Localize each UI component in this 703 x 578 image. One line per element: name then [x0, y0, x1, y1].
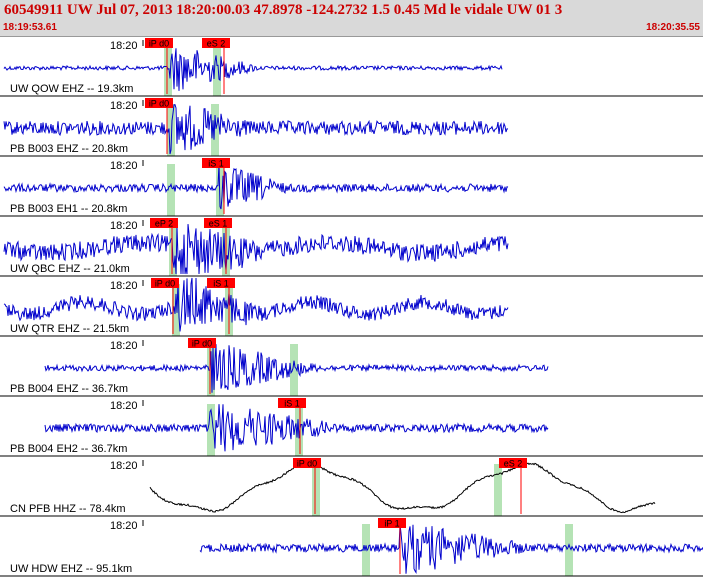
pick-window [207, 404, 215, 456]
window-start-time: 18:19:53.61 [3, 22, 57, 33]
pick-label: eS 2 [504, 459, 523, 469]
pick-label: iS 1 [284, 399, 300, 409]
window-end-time: 18:20:35.55 [646, 22, 700, 33]
trace-time-label: 18:20 [110, 400, 138, 412]
pick-label: iP d0 [192, 339, 212, 349]
pick-window [167, 164, 175, 216]
pick-window [494, 464, 502, 516]
trace-row[interactable]: iS 1 18:20 PB B004 EH2 -- 36.7km [0, 398, 703, 457]
pick-label: eS 1 [209, 219, 228, 229]
station-label: PB B004 EH2 -- 36.7km [10, 443, 127, 455]
pick-window [312, 464, 320, 516]
pick-label-box[interactable] [378, 518, 406, 528]
pick-label-box[interactable] [204, 218, 232, 228]
station-label: UW QBC EHZ -- 21.0km [10, 263, 130, 275]
pick-label: iP d0 [155, 279, 175, 289]
trace-time-label: 18:20 [110, 160, 138, 172]
pick-window [213, 44, 221, 96]
pick-label: iP 1 [384, 519, 399, 529]
pick-label: iS 1 [213, 279, 229, 289]
pick-label-box[interactable] [499, 458, 527, 468]
waveform [3, 224, 509, 275]
station-label: UW QTR EHZ -- 21.5km [10, 323, 129, 335]
trace-time-label: 18:20 [110, 220, 138, 232]
pick-label-box[interactable] [293, 458, 321, 468]
waveform [44, 404, 549, 452]
trace-row[interactable]: iP d0 eS 2 18:20 UW QOW EHZ -- 19.3km [0, 38, 703, 97]
pick-label-box[interactable] [278, 398, 306, 408]
trace-panel[interactable]: iP d0 eS 2 18:20 UW QOW EHZ -- 19.3km iP d0 1… [0, 36, 703, 578]
pick-window [172, 284, 180, 336]
station-label: PB B004 EHZ -- 36.7km [10, 383, 128, 395]
pick-label: iP d0 [149, 39, 169, 49]
station-label: UW QOW EHZ -- 19.3km [10, 83, 133, 95]
pick-window [362, 524, 370, 576]
pick-label-box[interactable] [202, 158, 230, 168]
waveform [149, 461, 656, 514]
pick-label-box[interactable] [145, 38, 173, 48]
pick-label-box[interactable] [188, 338, 216, 348]
pick-window [211, 104, 219, 156]
pick-label-box[interactable] [207, 278, 235, 288]
pick-window [164, 44, 172, 96]
pick-label: iS 1 [208, 159, 224, 169]
waveform [3, 104, 509, 155]
pick-label-box[interactable] [202, 38, 230, 48]
station-label: PB B003 EH1 -- 20.8km [10, 203, 127, 215]
pick-window [290, 344, 298, 396]
event-header: 60549911 UW Jul 07, 2013 18:20:00.03 47.… [0, 0, 703, 37]
trace-row[interactable]: iP d0 eS 2 18:20 CN PFB HHZ -- 78.4km [0, 458, 703, 517]
pick-label: iP d0 [297, 459, 317, 469]
waveform [3, 163, 509, 210]
pick-label-box[interactable] [150, 218, 178, 228]
pick-label: eS 2 [207, 39, 226, 49]
trace-row[interactable]: iP d0 18:20 PB B003 EHZ -- 20.8km [0, 98, 703, 157]
trace-time-label: 18:20 [110, 460, 138, 472]
pick-window [565, 524, 573, 576]
trace-time-label: 18:20 [110, 340, 138, 352]
pick-label-box[interactable] [151, 278, 179, 288]
waveform [3, 277, 509, 332]
pick-label: eP 2 [155, 219, 173, 229]
trace-time-label: 18:20 [110, 280, 138, 292]
station-label: CN PFB HHZ -- 78.4km [10, 503, 126, 515]
pick-label: iP d0 [149, 99, 169, 109]
event-title: 60549911 UW Jul 07, 2013 18:20:00.03 47.… [4, 2, 563, 18]
waveform [3, 48, 503, 91]
trace-row[interactable]: eP 2 eS 1 18:20 UW QBC EHZ -- 21.0km [0, 218, 703, 277]
waveform [44, 344, 549, 393]
waveform [199, 524, 703, 574]
trace-row[interactable]: iS 1 18:20 PB B003 EH1 -- 20.8km [0, 158, 703, 217]
pick-window [167, 104, 175, 156]
trace-row[interactable]: iP d0 18:20 PB B004 EHZ -- 36.7km [0, 338, 703, 397]
trace-time-label: 18:20 [110, 100, 138, 112]
station-label: UW HDW EHZ -- 95.1km [10, 563, 132, 575]
station-label: PB B003 EHZ -- 20.8km [10, 143, 128, 155]
trace-row[interactable]: iP d0 iS 1 18:20 UW QTR EHZ -- 21.5km [0, 277, 703, 337]
trace-row[interactable]: iP 1 18:20 UW HDW EHZ -- 95.1km [0, 518, 703, 577]
pick-label-box[interactable] [145, 98, 173, 108]
trace-time-label: 18:20 [110, 40, 138, 52]
trace-time-label: 18:20 [110, 520, 138, 532]
